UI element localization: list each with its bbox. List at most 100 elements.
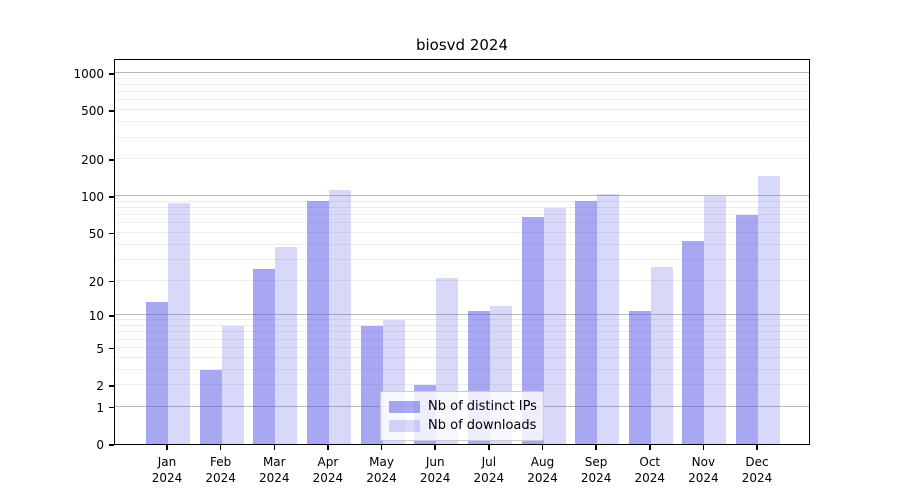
legend-label-distinct-ips: Nb of distinct IPs (428, 399, 537, 414)
bar-distinct-ips-sep (575, 200, 598, 444)
y-tick-mark (109, 110, 114, 112)
bar-distinct-ips-nov (682, 240, 705, 444)
y-tick-label-200: 200 (81, 153, 104, 168)
gridline-600 (115, 99, 809, 101)
x-tick-label-jan: Jan 2024 (151, 455, 183, 485)
y-tick-mark (109, 315, 114, 317)
gridline-8 (115, 325, 809, 326)
y-tick-label-1: 1 (96, 400, 104, 415)
x-tick-label-dec: Dec 2024 (741, 455, 773, 485)
bar-downloads-nov (704, 196, 727, 444)
x-tick-mark (541, 445, 544, 450)
gridline-6 (115, 338, 809, 340)
y-tick-mark (109, 347, 114, 350)
x-tick-mark (273, 445, 276, 450)
x-tick-label-may: May 2024 (366, 455, 397, 485)
x-tick-mark (595, 445, 597, 450)
y-tick-mark (109, 159, 114, 161)
bar-downloads-mar (275, 247, 298, 444)
legend-swatch-distinct-ips (389, 400, 420, 413)
x-tick-label-sep: Sep 2024 (580, 455, 612, 485)
gridline-90 (115, 200, 809, 202)
x-tick-mark (380, 445, 383, 450)
gridline-2 (115, 384, 809, 385)
y-tick-mark (109, 196, 114, 198)
bar-downloads-aug (543, 208, 566, 444)
y-tick-mark (109, 232, 114, 235)
y-tick-mark (109, 406, 114, 409)
y-tick-mark (109, 444, 114, 446)
x-tick-mark (219, 445, 222, 450)
gridline-700 (115, 91, 809, 93)
bar-distinct-ips-dec (736, 215, 758, 444)
y-tick-label-5: 5 (96, 341, 104, 356)
y-tick-label-500: 500 (81, 104, 104, 119)
gridline-70 (115, 214, 809, 216)
gridline-900 (115, 77, 809, 79)
x-tick-label-apr: Apr 2024 (312, 455, 344, 485)
gridline-400 (115, 121, 809, 123)
x-tick-mark (702, 445, 705, 450)
x-tick-mark (327, 445, 329, 450)
bar-distinct-ips-mar (253, 269, 276, 444)
x-tick-mark (166, 445, 168, 450)
gridline-3 (115, 368, 809, 370)
gridline-40 (115, 243, 809, 245)
gridline-5 (115, 346, 809, 348)
gridline-7 (115, 331, 809, 333)
y-tick-mark (109, 73, 114, 75)
gridline-200 (115, 158, 809, 160)
gridline-4 (115, 356, 809, 358)
bar-distinct-ips-jan (146, 302, 168, 444)
x-tick-label-feb: Feb 2024 (205, 455, 236, 485)
plot-area (114, 59, 810, 445)
gridline-1000 (115, 72, 809, 74)
legend-swatch-downloads (389, 419, 420, 432)
y-tick-label-20: 20 (88, 274, 104, 289)
gridline-800 (115, 84, 809, 85)
y-tick-label-2: 2 (96, 379, 104, 393)
legend-label-downloads: Nb of downloads (428, 418, 537, 433)
x-tick-label-mar: Mar 2024 (258, 455, 290, 485)
gridline-500 (115, 109, 809, 111)
gridline-80 (115, 207, 809, 209)
y-tick-label-1000: 1000 (73, 67, 104, 82)
bar-distinct-ips-oct (628, 310, 651, 444)
legend: Nb of distinct IPs Nb of downloads (380, 391, 544, 441)
gridline-50 (115, 231, 809, 233)
bar-distinct-ips-apr (306, 200, 329, 444)
bar-downloads-oct (650, 267, 673, 444)
x-tick-label-nov: Nov 2024 (688, 455, 719, 485)
gridline-9 (115, 319, 809, 321)
gridline-10 (115, 314, 809, 316)
gridline-60 (115, 222, 809, 224)
y-tick-label-50: 50 (88, 226, 104, 241)
x-tick-label-jul: Jul 2024 (473, 455, 505, 485)
gridline-30 (115, 258, 809, 260)
x-tick-mark (434, 445, 436, 450)
x-tick-mark (488, 445, 490, 450)
bar-downloads-dec (758, 176, 780, 444)
x-tick-mark (649, 445, 651, 450)
gridline-20 (115, 279, 809, 281)
legend-item-downloads: Nb of downloads (389, 416, 537, 435)
x-tick-label-jun: Jun 2024 (419, 455, 451, 485)
chart-title: biosvd 2024 (415, 36, 509, 54)
bar-downloads-sep (597, 193, 620, 444)
y-tick-mark (109, 280, 114, 283)
bar-downloads-feb (221, 326, 244, 444)
bar-distinct-ips-feb (199, 369, 222, 444)
x-tick-mark (756, 445, 758, 450)
y-tick-mark (109, 385, 114, 387)
bar-distinct-ips-aug (521, 216, 544, 444)
bar-downloads-jan (168, 203, 190, 444)
y-tick-label-0: 0 (96, 438, 104, 452)
x-tick-label-aug: Aug 2024 (527, 455, 558, 485)
gridline-300 (115, 136, 809, 138)
y-tick-label-100: 100 (81, 190, 104, 205)
bar-distinct-ips-may (360, 326, 383, 444)
legend-item-distinct-ips: Nb of distinct IPs (389, 397, 537, 416)
x-tick-label-oct: Oct 2024 (634, 455, 666, 485)
bar-downloads-apr (328, 190, 351, 444)
